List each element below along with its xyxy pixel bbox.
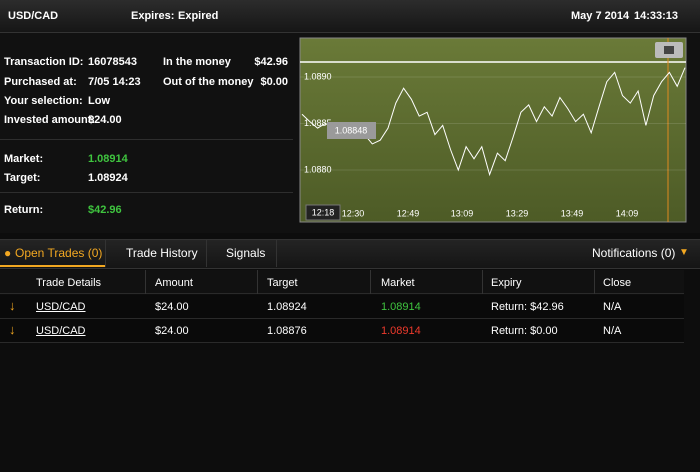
column-header: Target [267,277,298,289]
return-label: Return: [4,204,44,216]
icon-glyph [664,46,674,54]
cell: N/A [603,301,622,313]
x-tick-label: 12:30 [342,208,365,218]
market-label: Market: [4,153,44,165]
time: 14:33:13 [634,10,679,22]
column-divider [594,270,595,294]
expires-label: Expires: [131,10,175,22]
trade-row [0,319,684,343]
cell: 1.08914 [381,301,421,313]
trade-link[interactable]: USD/CAD [36,301,86,313]
detail-label: Purchased at: [4,76,77,88]
column-header: Market [381,277,415,289]
x-tick-label: 13:29 [506,208,529,218]
column-divider [370,270,371,294]
date: May 7 2014 [571,10,630,22]
tab[interactable]: Signals [226,246,266,260]
detail-value: 16078543 [88,56,137,68]
detail-value: $24.00 [88,114,122,126]
tab-active[interactable]: Open Trades (0) [15,246,103,260]
cell: $24.00 [155,325,189,337]
direction-arrow: ↓ [9,298,16,313]
cell: Return: $0.00 [491,325,558,337]
separator [0,192,293,193]
direction-arrow: ↓ [9,322,16,337]
column-header: Trade Details [36,277,102,289]
market-value: 1.08914 [88,153,128,165]
x-tick-label: 12:49 [397,208,420,218]
start-label: 12:18 [312,207,335,217]
column-divider [145,270,146,294]
column-header: Expiry [491,277,522,289]
symbol: USD/CAD [8,10,59,22]
detail-value: $0.00 [260,76,288,88]
header-row [0,270,684,294]
cell: 1.08924 [267,301,307,313]
tab[interactable]: Trade History [126,246,198,260]
column-divider [257,270,258,294]
target-value: 1.08924 [88,172,128,184]
start-box [305,204,341,221]
y-tick-label: 1.0885 [304,118,332,128]
expires-value: Expired [178,10,219,22]
tab-bullet: ● [4,246,12,260]
y-tick-label: 1.0880 [304,164,332,174]
y-tick-label: 1.0890 [304,71,332,81]
cell: N/A [603,325,622,337]
detail-value: $42.96 [254,56,288,68]
tooltip: 1.08848 [335,125,368,135]
tab-divider [105,240,106,267]
x-tick-label: 13:49 [561,208,584,218]
column-header: Amount [155,277,193,289]
x-tick-label: 13:09 [451,208,474,218]
detail-value: 7/05 14:23 [88,76,141,88]
tab-divider [276,240,277,267]
tab-underline [0,265,105,267]
top-bar [0,0,700,33]
dropdown-arrow[interactable]: ▼ [679,247,689,258]
detail-label: Invested amount: [4,114,96,126]
tooltip-box [327,122,376,139]
notifications[interactable]: Notifications (0) [592,246,676,260]
cell: 1.08876 [267,325,307,337]
detail-label: Your selection: [4,95,83,107]
separator [0,139,293,140]
cell: $24.00 [155,301,189,313]
tab-bar [0,239,700,269]
detail-label: Out of the money [163,76,254,88]
trade-link[interactable]: USD/CAD [36,325,86,337]
detail-label: Transaction ID: [4,56,84,68]
tab-divider [206,240,207,267]
x-tick-label: 14:09 [616,208,639,218]
detail-value: Low [88,95,110,107]
return-value: $42.96 [88,204,122,216]
detail-label: In the money [163,56,231,68]
trade-row [0,295,684,319]
target-label: Target: [4,172,41,184]
cell: Return: $42.96 [491,301,564,313]
column-header: Close [603,277,632,289]
cell: 1.08914 [381,325,421,337]
column-divider [482,270,483,294]
